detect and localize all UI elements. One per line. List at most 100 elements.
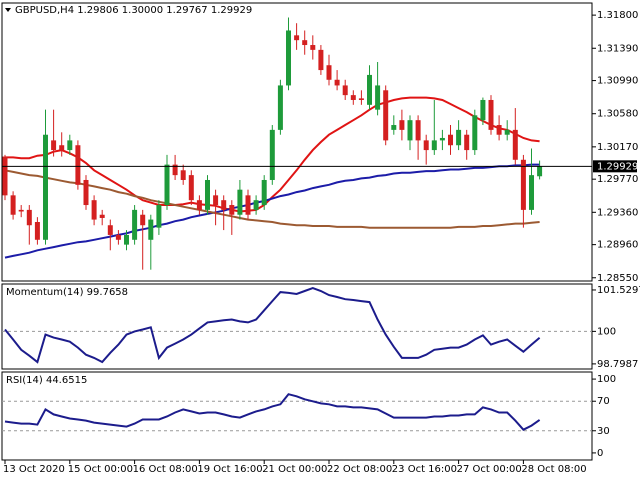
candle-body xyxy=(504,129,510,135)
y-tick-label: 100 xyxy=(597,374,616,385)
candle-body xyxy=(229,205,235,215)
candle-body xyxy=(261,179,267,206)
candle-body xyxy=(512,129,518,160)
y-tick-label: 1.28960 xyxy=(597,240,638,251)
indicator-line xyxy=(4,393,541,431)
candle-body xyxy=(205,179,210,210)
candle-body xyxy=(423,140,429,151)
chart-title: GBPUSD,H4 1.29806 1.30000 1.29767 1.2992… xyxy=(15,5,252,16)
candle-body xyxy=(464,134,470,151)
candle-body xyxy=(99,214,105,218)
candle-body xyxy=(253,200,259,210)
x-tick-label: 15 Oct 00:00 xyxy=(68,464,133,475)
candle-body xyxy=(496,125,502,135)
candle-body xyxy=(18,209,24,212)
candle-body xyxy=(180,170,186,180)
candle-body xyxy=(269,129,275,180)
candle-body xyxy=(415,120,421,141)
y-tick-label: 0 xyxy=(597,448,603,459)
y-tick-label: 98.7987 xyxy=(597,359,638,370)
x-tick-label: 23 Oct 16:00 xyxy=(392,464,457,475)
x-tick-label: 19 Oct 16:00 xyxy=(197,464,262,475)
candle-body xyxy=(196,200,202,210)
y-tick-label: 1.30170 xyxy=(597,142,638,153)
candle-body xyxy=(391,125,397,130)
x-tick-label: 27 Oct 00:00 xyxy=(457,464,522,475)
candle-body xyxy=(51,140,57,151)
x-tick-label: 21 Oct 00:00 xyxy=(262,464,327,475)
candle-body xyxy=(537,166,543,177)
candle-body xyxy=(156,205,162,228)
candle-body xyxy=(520,159,526,210)
candle-body xyxy=(115,234,121,240)
candle-body xyxy=(67,140,73,151)
candle-body xyxy=(188,175,194,201)
last-price-box xyxy=(593,160,637,173)
y-tick-label: 1.29770 xyxy=(597,174,638,185)
candle-body xyxy=(439,137,445,141)
candle-body xyxy=(2,156,8,196)
candle-body xyxy=(472,115,478,151)
candle-body xyxy=(132,209,138,240)
moving-average xyxy=(5,96,540,213)
candle-body xyxy=(367,74,372,105)
candle-body xyxy=(488,99,494,130)
candle-body xyxy=(91,200,97,220)
moving-average xyxy=(4,163,540,259)
candle-body xyxy=(164,164,170,206)
candle-body xyxy=(318,49,324,71)
y-tick-label: 30 xyxy=(597,426,610,437)
y-tick-label: 1.29360 xyxy=(597,207,638,218)
indicator-title: RSI(14) 44.6515 xyxy=(6,375,87,386)
y-tick-label: 70 xyxy=(597,396,610,407)
y-tick-label: 1.28550 xyxy=(597,273,638,284)
candle-body xyxy=(350,95,356,100)
moving-average xyxy=(4,169,540,229)
candle-body xyxy=(277,85,283,130)
candle-body xyxy=(326,65,332,80)
candle-body xyxy=(83,179,89,206)
y-tick-label: 101.5297 xyxy=(597,285,640,296)
candle-body xyxy=(383,90,389,141)
candle-body xyxy=(375,85,381,110)
candle-body xyxy=(148,219,154,240)
y-tick-label: 1.31800 xyxy=(597,10,638,21)
candle-body xyxy=(529,175,534,210)
candle-body xyxy=(59,145,65,151)
x-tick-label: 13 Oct 2020 xyxy=(3,464,65,475)
y-tick-label: 1.30990 xyxy=(597,76,638,87)
candle-body xyxy=(172,164,178,176)
candle-body xyxy=(107,225,113,235)
candle-body xyxy=(358,98,364,100)
indicator-title: Momentum(14) 99.7658 xyxy=(6,287,128,298)
candle-body xyxy=(34,222,40,240)
candle-body xyxy=(399,120,405,130)
candle-body xyxy=(237,189,243,215)
candle-body xyxy=(140,214,146,226)
panel-frame xyxy=(1,2,593,282)
candle-body xyxy=(124,234,129,245)
y-tick-label: 1.30580 xyxy=(597,109,638,120)
last-price-label: 1.29929 xyxy=(597,161,638,172)
candle-body xyxy=(456,129,462,146)
candle-body xyxy=(480,99,486,121)
candle-body xyxy=(342,85,348,96)
candle-body xyxy=(26,209,32,226)
x-tick-label: 16 Oct 08:00 xyxy=(133,464,198,475)
menu-arrow xyxy=(5,8,11,12)
candle-body xyxy=(221,200,227,210)
candle-body xyxy=(43,134,48,240)
candle-body xyxy=(310,45,316,50)
x-tick-label: 22 Oct 08:00 xyxy=(327,464,392,475)
candle-body xyxy=(431,140,437,151)
candle-body xyxy=(213,195,219,206)
candle-body xyxy=(448,134,453,146)
candle-body xyxy=(302,40,308,46)
candle-body xyxy=(75,145,81,185)
panel-frame xyxy=(1,283,593,370)
x-tick-label: 28 Oct 08:00 xyxy=(521,464,586,475)
candle-body xyxy=(245,195,251,215)
panel-frame xyxy=(1,371,593,461)
candle-body xyxy=(286,30,291,86)
